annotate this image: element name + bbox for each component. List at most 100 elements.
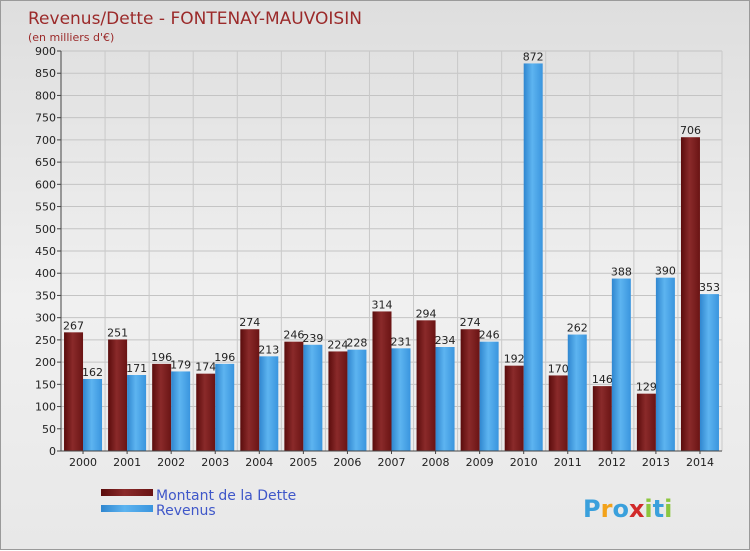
y-tick-label: 300 [35, 312, 56, 325]
bar-debt-2001 [108, 339, 128, 451]
x-tick-label: 2001 [113, 456, 141, 469]
bar-revenus-2006 [347, 349, 367, 451]
x-tick-label: 2008 [422, 456, 450, 469]
bar-revenus-2007 [391, 348, 411, 451]
value-label-revenus-2008: 234 [435, 334, 456, 347]
x-tick-label: 2011 [554, 456, 582, 469]
y-tick-label: 850 [35, 67, 56, 80]
value-label-revenus-2013: 390 [655, 265, 676, 278]
bar-revenus-2014 [699, 294, 719, 451]
proxiti-logo: Proxiti [583, 495, 672, 523]
value-label-debt-2011: 170 [548, 362, 569, 375]
bar-debt-2002 [152, 363, 172, 451]
value-label-revenus-2009: 246 [479, 329, 500, 342]
value-label-revenus-2006: 228 [346, 337, 367, 350]
bar-debt-2006 [328, 351, 348, 451]
x-tick-label: 2010 [510, 456, 538, 469]
bar-debt-2014 [680, 137, 700, 451]
value-label-debt-2007: 314 [372, 298, 393, 311]
logo-letter: o [612, 495, 629, 523]
bar-debt-2013 [636, 393, 656, 451]
value-label-revenus-2012: 388 [611, 266, 632, 279]
y-tick-label: 350 [35, 289, 56, 302]
value-label-debt-2013: 129 [636, 381, 657, 394]
value-label-debt-2009: 274 [460, 316, 481, 329]
value-label-debt-2005: 246 [283, 329, 304, 342]
y-tick-label: 200 [35, 356, 56, 369]
value-label-revenus-2004: 213 [258, 343, 279, 356]
value-label-revenus-2001: 171 [126, 362, 147, 375]
x-tick-label: 2004 [245, 456, 273, 469]
legend: Montant de la Dette Revenus [101, 488, 296, 519]
value-label-debt-2014: 706 [680, 124, 701, 137]
bar-debt-2003 [196, 373, 216, 451]
y-tick-label: 100 [35, 401, 56, 414]
bar-debt-2007 [372, 311, 392, 451]
value-label-revenus-2002: 179 [170, 358, 191, 371]
x-tick-label: 2007 [378, 456, 406, 469]
y-tick-label: 500 [35, 223, 56, 236]
value-label-debt-2002: 196 [151, 351, 172, 364]
value-label-debt-2000: 267 [63, 319, 84, 332]
value-label-revenus-2007: 231 [391, 335, 412, 348]
bar-debt-2012 [592, 386, 612, 451]
legend-swatch-revenus [101, 505, 153, 512]
value-label-debt-2012: 146 [592, 373, 613, 386]
y-axis: 0 50 100 150 200 250 300 350 400 450 500 550 600 650 7… [35, 45, 62, 458]
logo-letter: r [601, 495, 613, 523]
value-label-debt-2006: 224 [327, 338, 348, 351]
value-label-revenus-2011: 262 [567, 322, 588, 335]
y-tick-label: 0 [49, 445, 56, 458]
x-tick-label: 2005 [289, 456, 317, 469]
y-tick-label: 750 [35, 112, 56, 125]
value-label-revenus-2000: 162 [82, 366, 103, 379]
bar-debt-2004 [240, 329, 260, 451]
grid [60, 50, 723, 452]
bar-debt-2008 [416, 320, 436, 451]
value-label-revenus-2005: 239 [302, 332, 323, 345]
x-axis: 2000 2001 2002 2003 2004 2005 2006 2007 2008 2009… [61, 450, 722, 469]
bar-revenus-2009 [479, 341, 499, 451]
logo-letter: i [664, 495, 672, 523]
value-label-debt-2003: 174 [195, 361, 216, 374]
value-label-revenus-2003: 196 [214, 351, 235, 364]
bar-revenus-2002 [171, 371, 191, 451]
y-tick-label: 600 [35, 178, 56, 191]
value-label-debt-2001: 251 [107, 326, 128, 339]
logo-letter: x [629, 495, 645, 523]
legend-label-revenus: Revenus [156, 503, 216, 519]
y-tick-label: 800 [35, 89, 56, 102]
value-label-revenus-2014: 353 [699, 281, 720, 294]
y-tick-label: 150 [35, 378, 56, 391]
x-tick-label: 2014 [686, 456, 714, 469]
bar-debt-2009 [460, 329, 480, 451]
y-tick-label: 900 [35, 45, 56, 58]
logo-letter: P [583, 495, 601, 523]
bar-debt-2005 [284, 341, 304, 451]
logo-letter: i [644, 495, 652, 523]
x-tick-label: 2012 [598, 456, 626, 469]
x-tick-label: 2000 [69, 456, 97, 469]
bar-revenus-2010 [523, 63, 543, 451]
y-tick-label: 650 [35, 156, 56, 169]
value-label-debt-2010: 192 [504, 353, 525, 366]
value-label-debt-2008: 294 [416, 307, 437, 320]
bar-revenus-2011 [567, 334, 587, 451]
y-tick-label: 550 [35, 201, 56, 214]
x-tick-label: 2002 [157, 456, 185, 469]
bar-debt-2011 [548, 375, 568, 451]
bar-revenus-2005 [303, 344, 323, 451]
bar-revenus-2000 [83, 379, 103, 451]
x-tick-label: 2009 [466, 456, 494, 469]
bar-revenus-2004 [259, 356, 279, 451]
y-tick-label: 50 [42, 423, 56, 436]
x-tick-label: 2006 [333, 456, 361, 469]
legend-swatch-debt [101, 489, 153, 496]
chart-title: Revenus/Dette - FONTENAY-MAUVOISIN [28, 9, 362, 29]
y-tick-label: 400 [35, 267, 56, 280]
bar-revenus-2008 [435, 347, 455, 451]
x-tick-label: 2003 [201, 456, 229, 469]
bar-revenus-2003 [215, 363, 235, 451]
